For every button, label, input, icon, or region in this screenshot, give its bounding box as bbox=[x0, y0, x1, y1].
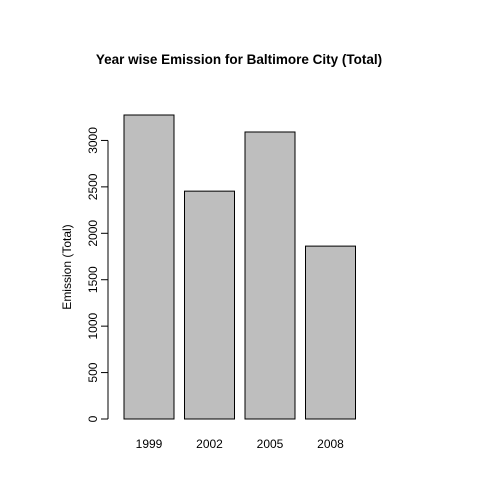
bars-group bbox=[123, 114, 356, 420]
x-axis-labels: 1999 2002 2005 2008 bbox=[136, 437, 345, 451]
x-tick-label-1999: 1999 bbox=[136, 437, 163, 451]
bar-2008 bbox=[305, 245, 356, 420]
y-tick-label-1500: 1500 bbox=[86, 266, 100, 293]
bar-2005 bbox=[244, 131, 296, 420]
y-tick-label-0: 0 bbox=[86, 415, 100, 422]
bar-2002 bbox=[184, 190, 235, 420]
y-axis-label: Emission (Total) bbox=[60, 224, 74, 309]
y-axis: 0 500 1000 1500 2000 2500 3000 bbox=[86, 127, 109, 422]
x-tick-label-2008: 2008 bbox=[317, 437, 344, 451]
x-tick-label-2002: 2002 bbox=[196, 437, 223, 451]
bar-1999 bbox=[123, 114, 175, 420]
y-tick-label-3000: 3000 bbox=[86, 127, 100, 154]
chart-title: Year wise Emission for Baltimore City (T… bbox=[96, 52, 382, 67]
x-tick-label-2005: 2005 bbox=[257, 437, 284, 451]
y-tick-label-1000: 1000 bbox=[86, 312, 100, 339]
y-tick-label-500: 500 bbox=[86, 362, 100, 382]
y-tick-label-2500: 2500 bbox=[86, 173, 100, 200]
y-tick-label-2000: 2000 bbox=[86, 220, 100, 247]
